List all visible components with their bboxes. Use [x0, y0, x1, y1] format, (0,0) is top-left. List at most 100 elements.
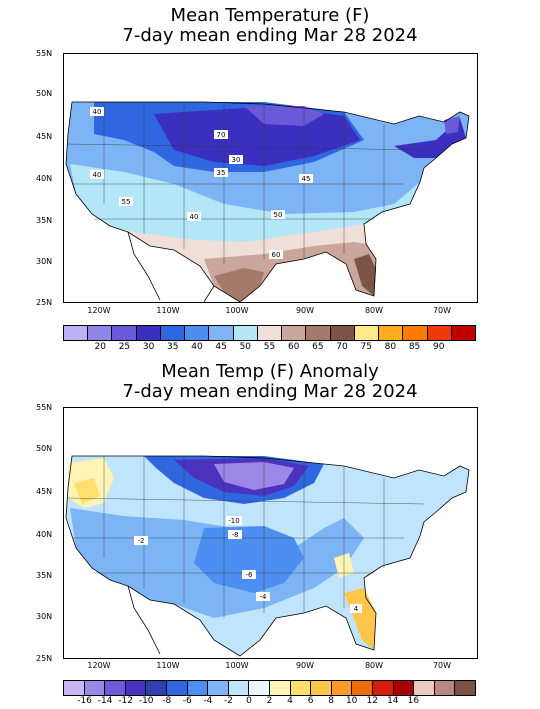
map2-contour-label: -6	[246, 571, 254, 579]
map1-colorbar-label: 20	[94, 342, 106, 352]
map2-colorbar-swatch	[393, 681, 415, 695]
map2-lat-label: 25N	[36, 654, 53, 663]
map2-colorbar-swatch	[187, 681, 209, 695]
map1-lon-label: 100W	[225, 306, 249, 315]
map1-colorbar-swatch	[354, 326, 380, 340]
map1-lat-label: 55N	[36, 49, 53, 58]
map2-colorbar-label: 14	[387, 696, 399, 706]
map2-contour-label: -10	[228, 517, 239, 525]
map1-panel: 40 40 30 35 40 45 50 55 60 70	[63, 53, 478, 303]
map2-colorbar-swatch	[84, 681, 106, 695]
map1-contour-label: 55	[122, 198, 131, 206]
map1-contour-label: 40	[190, 213, 199, 221]
map1-lat-label: 40N	[36, 174, 53, 183]
map2-colorbar-swatch	[414, 681, 435, 695]
map2-lat-label: 30N	[36, 612, 53, 621]
map2-florida-warm	[344, 588, 376, 650]
map1-colorbar-label: 65	[312, 342, 324, 352]
map1-mexico-border	[203, 285, 215, 302]
map1-colorbar-swatch	[185, 326, 210, 340]
map1-title-line1: Mean Temperature (F)	[170, 5, 370, 26]
map2-colorbar-label: -14	[97, 696, 113, 706]
map1-colorbar-label: 80	[384, 342, 397, 352]
map1-colorbar-swatch	[64, 326, 89, 340]
map2-lat-label: 50N	[36, 444, 53, 453]
map1-svg: 40 40 30 35 40 45 50 55 60 70	[65, 101, 470, 302]
map2-colorbar-label: 8	[328, 696, 335, 706]
map2-colorbar-label: -2	[223, 696, 233, 706]
map1-band-55	[70, 164, 420, 302]
map2-colorbar-swatch	[331, 681, 353, 695]
map2-contour-label: -2	[138, 537, 145, 545]
map1-state-lines	[67, 102, 425, 264]
map1-title-line2: 7-day mean ending Mar 28 2024	[122, 25, 418, 46]
map1-lon-label: 110W	[156, 306, 180, 315]
map2-baja-coast	[127, 585, 161, 655]
map1-colorbar-label: 45	[215, 342, 227, 352]
map2-band-m14	[214, 462, 294, 490]
map2-colorbar-swatch	[434, 681, 456, 695]
map2-colorbar-label: -6	[182, 696, 192, 706]
map2-colorbar-label: -16	[77, 696, 92, 706]
map1-colorbar-swatch	[257, 326, 283, 340]
map2-colorbar-swatch	[166, 681, 188, 695]
map1-contour-label: 40	[93, 108, 102, 116]
map1-lon-label: 70W	[432, 306, 452, 315]
map1-colorbar-label: 55	[263, 342, 276, 352]
map2-colorbar-label: 12	[366, 696, 378, 706]
map1-colorbar-label: 40	[191, 342, 203, 352]
map1-us-outline	[65, 101, 470, 302]
map2-contour-labels: -10 -8 -6 -4 -2 4	[134, 516, 362, 613]
map1-lat-label: 25N	[36, 298, 53, 307]
map1-colorbar-label: 35	[167, 342, 179, 352]
map1-colorbar	[63, 325, 476, 341]
map2-lon-label: 80W	[364, 661, 384, 670]
map1-band-70b	[354, 254, 376, 296]
map2-contour-label: 4	[354, 605, 359, 613]
map1-colorbar-swatch	[330, 326, 355, 340]
map1-contour-label: 50	[274, 211, 283, 219]
map1-colorbar-label: 25	[118, 342, 131, 352]
map1-colorbar-swatch	[88, 326, 113, 340]
map2-colorbar-label: -10	[138, 696, 154, 706]
map2-colorbar-label: 0	[246, 696, 252, 706]
map2-colorbar-label: 4	[287, 696, 293, 706]
map2-lon-label: 90W	[295, 661, 315, 670]
map2-state-lines	[67, 456, 425, 618]
map2-colorbar-swatch	[208, 681, 229, 695]
map2-nw-warmer	[74, 478, 100, 504]
map1-baja-coast	[127, 231, 161, 301]
map1-colorbar-swatch	[379, 326, 404, 340]
map1-colorbar-swatch	[282, 326, 307, 340]
map1-colorbar-swatch	[451, 326, 475, 340]
map1-colorbar-label: 60	[287, 342, 300, 352]
map2-title-line1: Mean Temp (F) Anomaly	[161, 361, 379, 382]
map2-lat-label: 35N	[36, 571, 53, 580]
map1-contour-label: 30	[232, 156, 241, 164]
map1-colorbar-swatch	[306, 326, 331, 340]
map2-title-line2: 7-day mean ending Mar 28 2024	[122, 381, 418, 402]
map2-colorbar-swatch	[290, 681, 312, 695]
map1-colorbar-label: 50	[239, 342, 252, 352]
map2-colorbar-label: 6	[307, 696, 314, 706]
map1-lat-label: 45N	[36, 132, 53, 141]
map1-ne-cold	[394, 118, 466, 158]
map1-lon-label: 120W	[87, 306, 111, 315]
map2-colorbar-swatch	[311, 681, 332, 695]
map1-contour-labels: 40 40 30 35 40 45 50 55 60 70	[90, 107, 313, 259]
map1-contour-label: 40	[93, 171, 102, 179]
map1-colorbar-swatch	[112, 326, 137, 340]
map2-colorbar-swatch	[455, 681, 475, 695]
map1-colorbar-label: 70	[336, 342, 348, 352]
map1-colorbar-swatch	[403, 326, 428, 340]
map2-colorbar	[63, 680, 476, 696]
map1-colorbar-swatch	[136, 326, 161, 340]
map2-colorbar-swatch	[249, 681, 270, 695]
map1-colorbar-swatch	[233, 326, 258, 340]
map2-band-m4	[194, 526, 304, 593]
map2-contour-label: -4	[260, 593, 268, 601]
map1-lon-label: 90W	[295, 306, 315, 315]
map1-colorbar-swatch	[209, 326, 234, 340]
map2-colorbar-label: -8	[162, 696, 172, 706]
map2-lon-label: 110W	[156, 661, 180, 670]
